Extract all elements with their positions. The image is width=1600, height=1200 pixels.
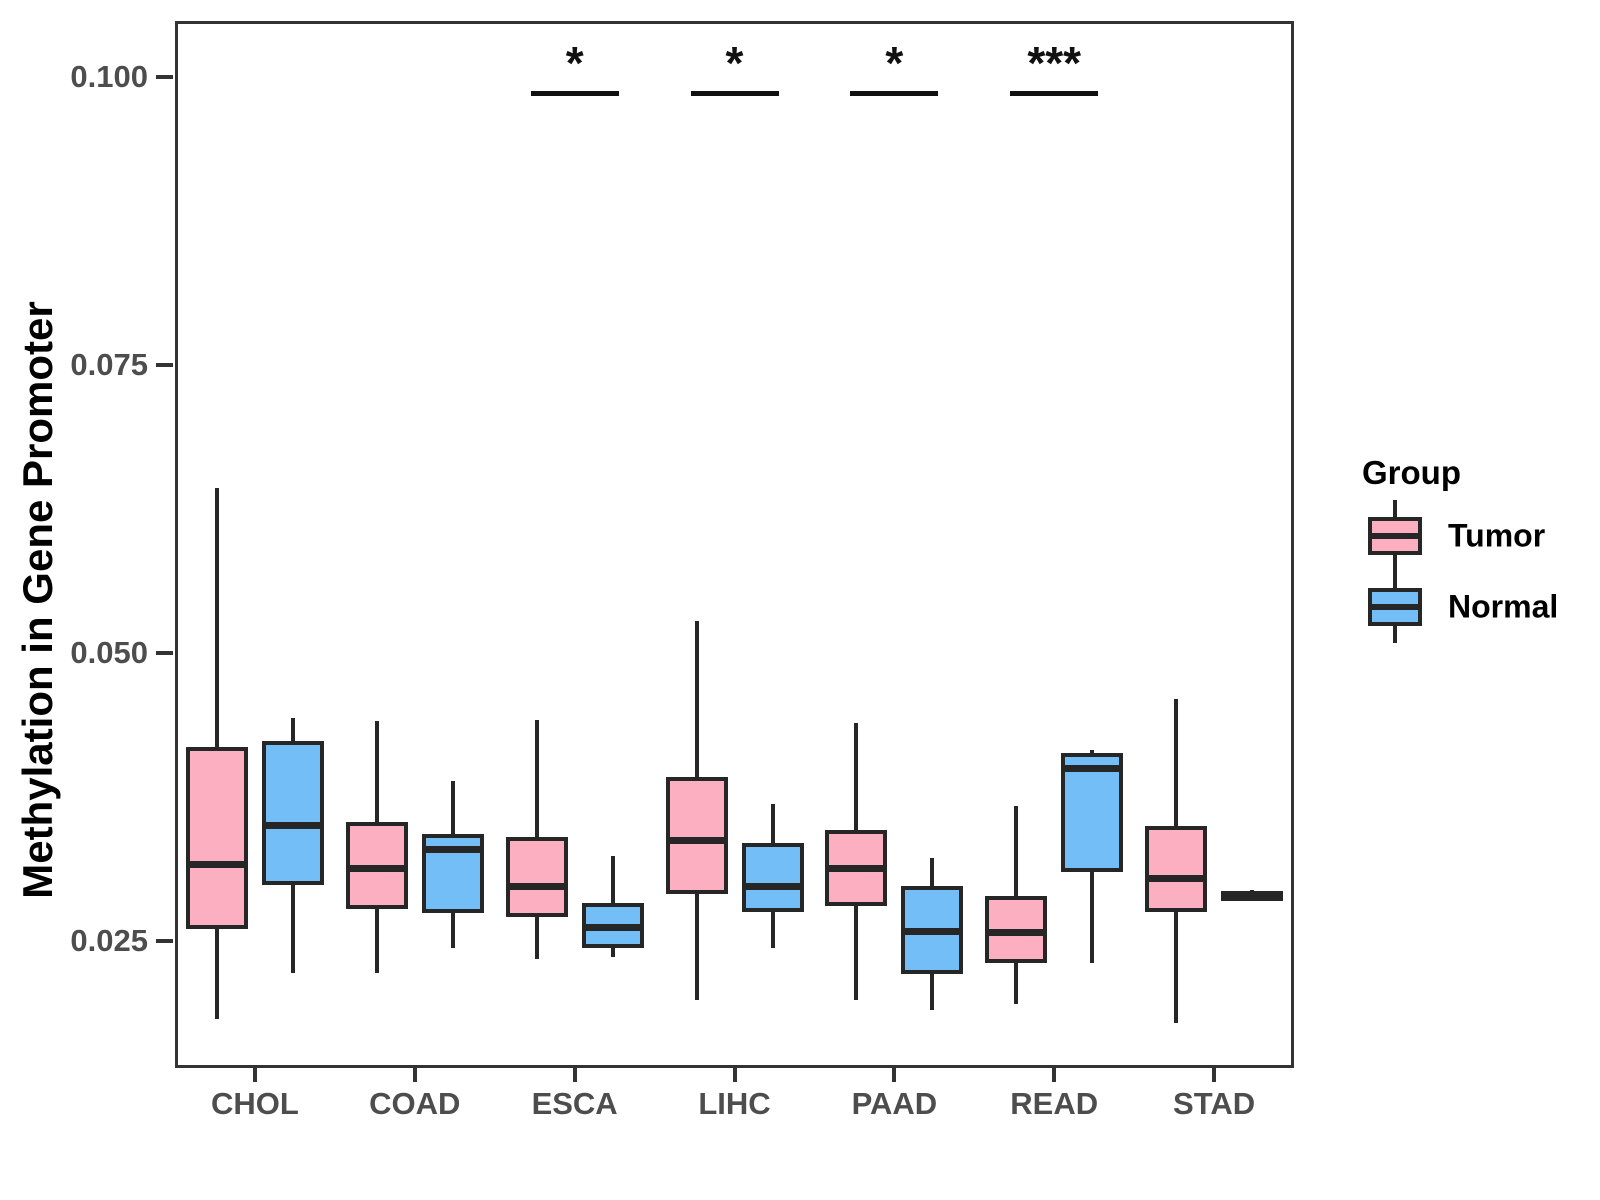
upper-whisker	[534, 719, 539, 838]
iqr-box	[505, 837, 568, 917]
median-line	[985, 929, 1048, 937]
significance-label-PAAD: *	[885, 37, 904, 89]
upper-whisker	[1174, 699, 1179, 826]
upper-whisker	[290, 717, 295, 741]
upper-whisker	[214, 488, 219, 748]
iqr-box	[1145, 825, 1208, 913]
median-line	[185, 861, 248, 869]
significance-bar-PAAD	[850, 91, 939, 96]
iqr-box	[741, 843, 804, 913]
median-line	[665, 837, 728, 845]
y-axis-title: Methylation in Gene Promoter	[14, 301, 61, 899]
upper-whisker	[854, 723, 859, 831]
median-line	[825, 864, 888, 872]
lower-whisker	[854, 906, 859, 1000]
median-line	[261, 822, 324, 830]
upper-whisker	[610, 855, 615, 903]
y-axis-tick	[156, 651, 173, 655]
lower-whisker	[450, 913, 455, 948]
x-axis-tick	[412, 1068, 417, 1082]
y-axis-tick	[156, 363, 173, 367]
upper-whisker	[770, 803, 775, 844]
median-line	[345, 864, 408, 872]
lower-whisker	[930, 974, 935, 1011]
upper-whisker	[694, 620, 699, 778]
x-axis-tick	[1052, 1068, 1057, 1082]
lower-whisker	[610, 947, 615, 958]
y-axis-tick-label: 0.100	[70, 59, 148, 94]
x-axis-tick-label: LIHC	[698, 1086, 771, 1121]
legend-item-normal: Normal	[1336, 571, 1596, 643]
legend-item-label: Normal	[1448, 588, 1559, 625]
lower-whisker	[1014, 962, 1019, 1005]
median-line	[1061, 764, 1124, 772]
median-line	[1221, 891, 1284, 899]
upper-whisker	[1014, 806, 1019, 897]
significance-bar-READ	[1010, 91, 1099, 96]
iqr-box	[665, 777, 728, 894]
median-line	[901, 928, 964, 936]
x-axis-tick-label: ESCA	[531, 1086, 618, 1121]
lower-whisker	[1090, 871, 1095, 963]
y-axis-tick-label: 0.025	[70, 923, 148, 958]
x-axis-tick	[572, 1068, 577, 1082]
legend: Group Tumor Normal	[1336, 440, 1596, 680]
median-line	[1145, 875, 1208, 883]
legend-title: Group	[1362, 454, 1461, 491]
legend-key-median	[1368, 533, 1422, 539]
upper-whisker	[1090, 749, 1095, 754]
x-axis-tick-label: READ	[1010, 1086, 1099, 1121]
lower-whisker	[694, 893, 699, 1000]
upper-whisker	[374, 720, 379, 823]
x-axis-tick-label: STAD	[1173, 1086, 1256, 1121]
lower-whisker	[534, 916, 539, 960]
legend-key-boxplot-icon	[1368, 500, 1422, 572]
plot-panel-border	[175, 21, 1294, 1068]
significance-bar-LIHC	[690, 91, 779, 96]
lower-whisker	[214, 929, 219, 1020]
y-axis-tick-label: 0.050	[70, 635, 148, 670]
x-axis-tick-label: COAD	[369, 1086, 461, 1121]
legend-key-median	[1368, 604, 1422, 610]
upper-whisker	[450, 780, 455, 834]
legend-key-boxplot-icon	[1368, 571, 1422, 643]
upper-whisker	[930, 858, 935, 886]
median-line	[421, 846, 484, 854]
lower-whisker	[770, 912, 775, 948]
y-axis-tick	[156, 75, 173, 79]
median-line	[581, 923, 644, 931]
x-axis-tick	[892, 1068, 897, 1082]
x-axis-tick	[252, 1068, 257, 1082]
legend-item-tumor: Tumor	[1336, 500, 1596, 572]
y-axis-tick	[156, 939, 173, 943]
median-line	[505, 883, 568, 891]
y-axis-tick-label: 0.075	[70, 347, 148, 382]
x-axis-tick-label: CHOL	[211, 1086, 299, 1121]
significance-bar-ESCA	[530, 91, 619, 96]
significance-label-LIHC: *	[725, 37, 744, 89]
x-axis-tick	[1212, 1068, 1217, 1082]
x-axis-tick	[732, 1068, 737, 1082]
lower-whisker	[374, 908, 379, 974]
iqr-box	[185, 747, 248, 930]
x-axis-tick-label: PAAD	[851, 1086, 938, 1121]
lower-whisker	[290, 884, 295, 974]
significance-label-READ: ***	[1027, 37, 1082, 89]
iqr-box	[1061, 753, 1124, 872]
lower-whisker	[1174, 912, 1179, 1023]
legend-item-label: Tumor	[1448, 517, 1546, 554]
median-line	[741, 883, 804, 891]
significance-label-ESCA: *	[565, 37, 584, 89]
iqr-box	[261, 740, 324, 885]
